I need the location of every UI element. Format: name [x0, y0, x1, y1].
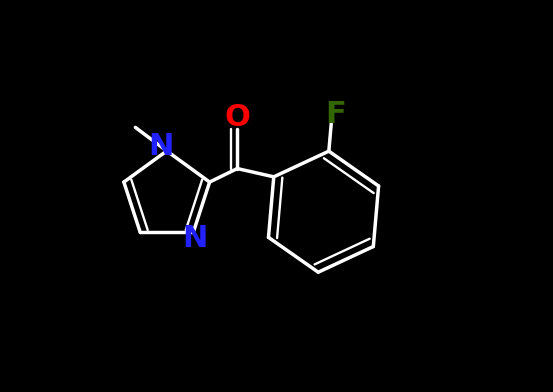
- Text: N: N: [148, 132, 174, 161]
- Text: O: O: [225, 103, 251, 132]
- Text: N: N: [182, 224, 208, 253]
- Text: F: F: [325, 100, 346, 129]
